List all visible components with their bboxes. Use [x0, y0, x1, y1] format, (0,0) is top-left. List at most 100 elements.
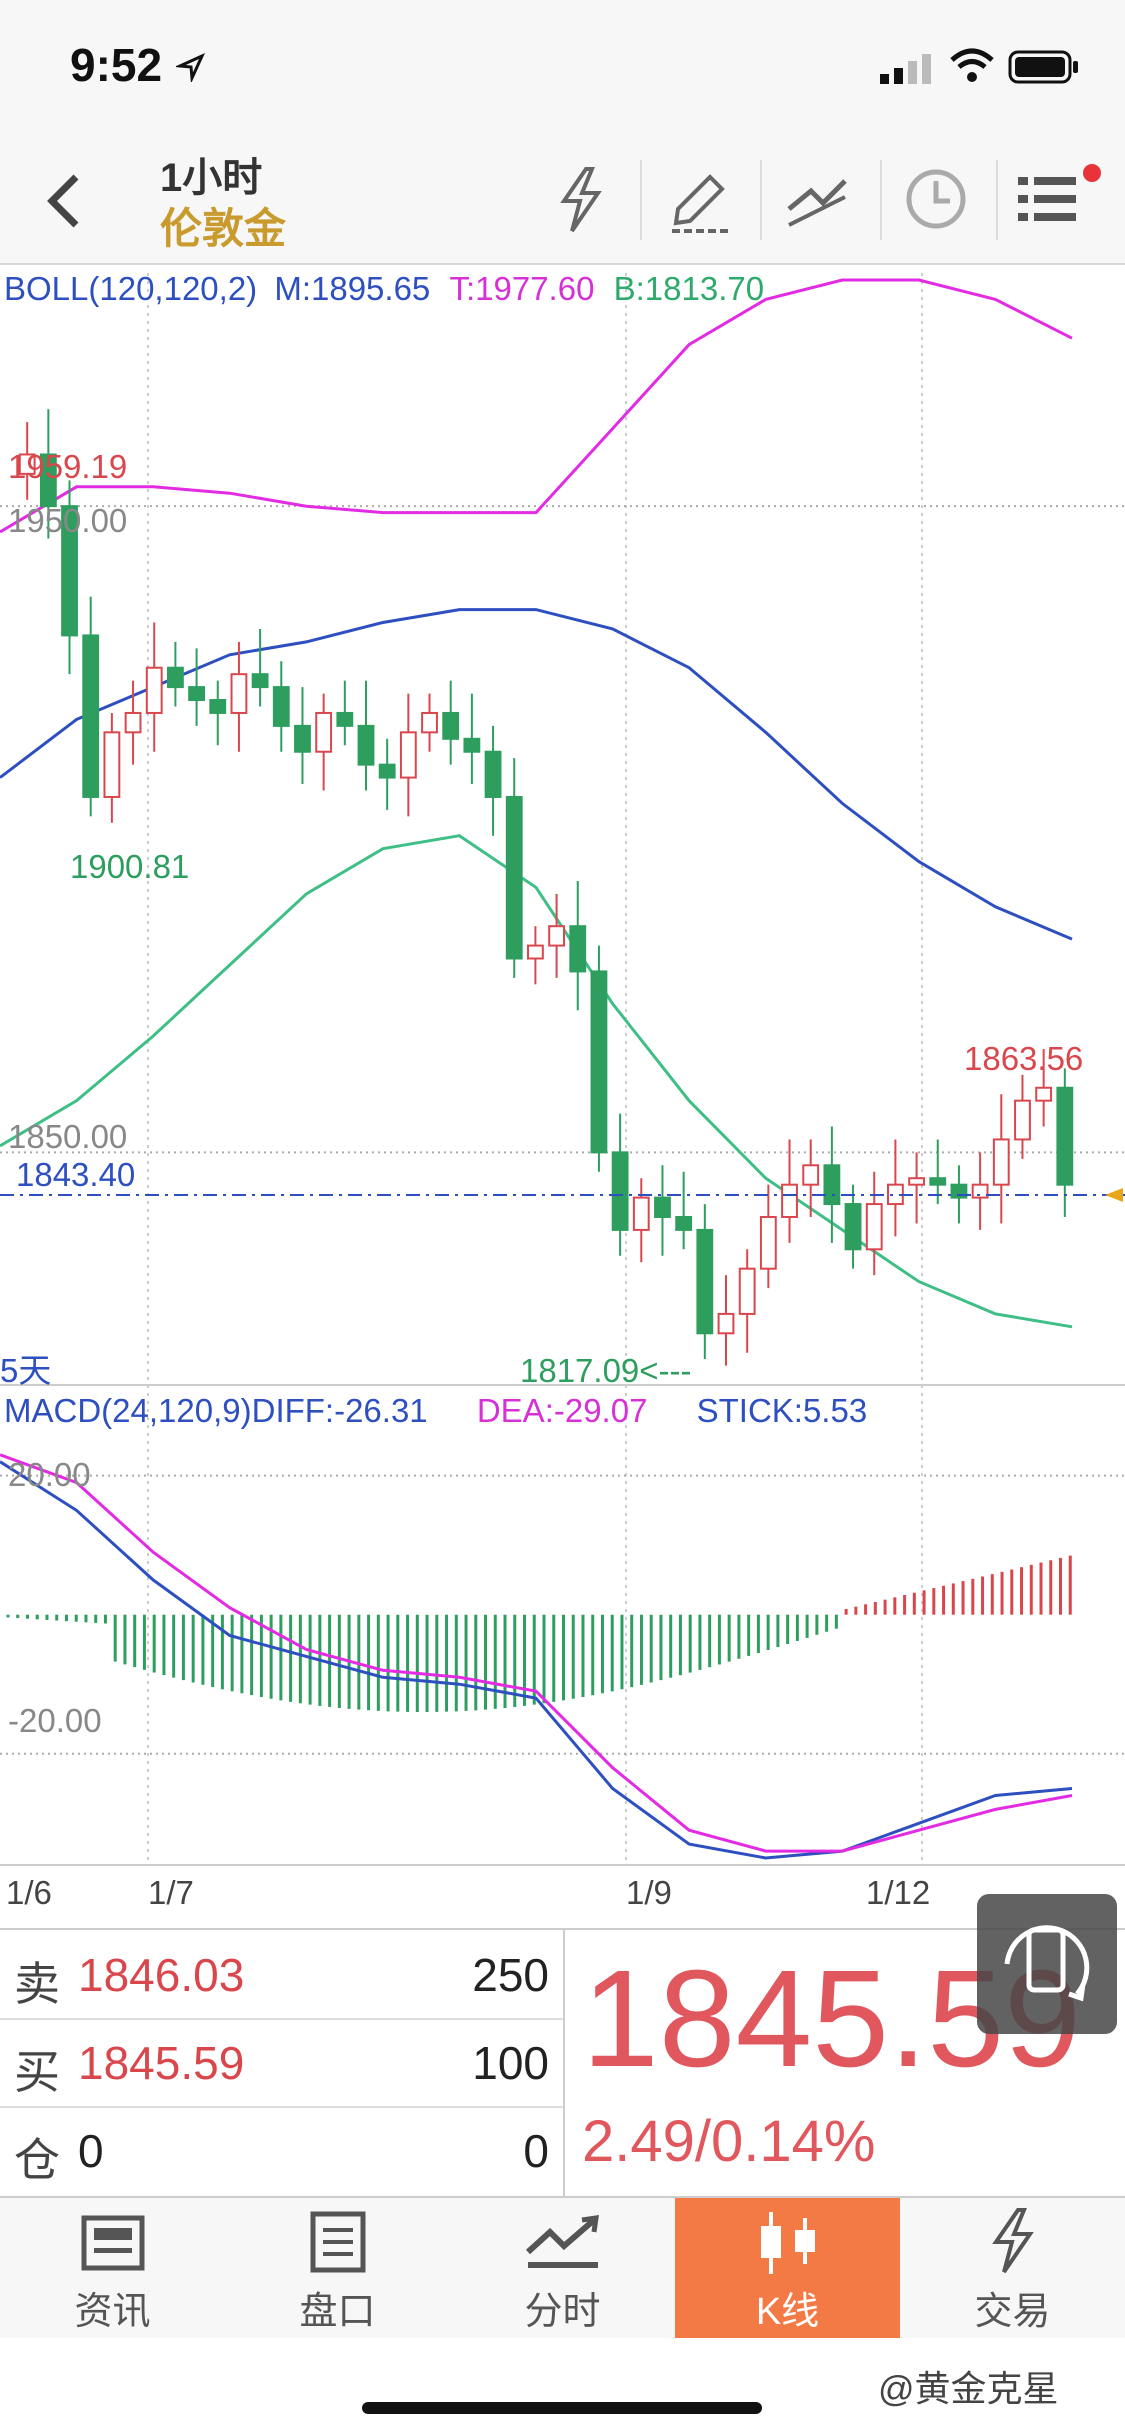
date-label: 1/9: [626, 1874, 672, 1911]
candle-body: [188, 686, 205, 702]
tab-timeshare[interactable]: 分时: [450, 2198, 675, 2338]
candle-body: [590, 970, 608, 1154]
buy-label: 买: [14, 2046, 60, 2098]
macd-diff-line: [0, 1460, 1073, 1860]
tab-orderbook-label: 盘口: [299, 2291, 376, 2333]
candle-body: [1035, 1086, 1053, 1102]
candle-body: [505, 795, 523, 960]
boll-b-value: B:1813.70: [613, 270, 765, 307]
candle-body: [675, 1215, 693, 1231]
candle-body: [971, 1183, 989, 1199]
sell-price: 1846.03: [78, 1949, 245, 2001]
candle-body: [611, 1151, 629, 1231]
boll-m-value: M:1895.65: [274, 270, 431, 307]
candle-body: [421, 711, 438, 734]
signal-icon: [880, 54, 931, 84]
candle-body: [61, 505, 78, 637]
trade-icon: [992, 2208, 1034, 2274]
draw-icon[interactable]: [668, 165, 734, 235]
candlestick-icon: [761, 2212, 815, 2274]
candle-body: [399, 731, 417, 779]
news-icon: [81, 2215, 145, 2271]
instrument-name[interactable]: 伦敦金: [160, 205, 287, 252]
tab-news[interactable]: 资讯: [0, 2198, 225, 2338]
timeshare-icon: [525, 2215, 599, 2268]
price-change: 2.49/0.14%: [582, 2109, 876, 2174]
watermark: @黄金克星: [878, 2368, 1059, 2409]
tab-timeshare-label: 分时: [524, 2291, 601, 2333]
kline-chart[interactable]: [0, 263, 1125, 1928]
lightning-icon[interactable]: [556, 165, 606, 235]
candle-body: [463, 737, 481, 753]
candle-body: [39, 453, 57, 508]
candle-body: [1014, 1099, 1031, 1141]
date-label: 1/12: [866, 1874, 931, 1911]
candle-body: [336, 711, 354, 727]
candle-body: [929, 1177, 947, 1186]
candle-body: [272, 686, 290, 727]
candle-body: [823, 1164, 841, 1206]
position-qty: 0: [523, 2125, 549, 2177]
candle-body: [632, 1196, 650, 1231]
candle-body: [378, 763, 396, 779]
candle-body: [82, 634, 100, 798]
orderbook-icon: [310, 2211, 366, 2273]
sell-row[interactable]: 卖 1846.03 250: [0, 1930, 563, 2020]
candle-body: [124, 711, 142, 734]
candle-body: [908, 1177, 925, 1186]
buy-row[interactable]: 买 1845.59 100: [0, 2018, 563, 2108]
boll-label: BOLL(120,120,2): [4, 270, 258, 307]
boll-t-value: T:1977.60: [449, 270, 595, 307]
candle-body: [251, 673, 269, 689]
macd-level-bottom: -20.00: [8, 1702, 102, 1739]
position-value: 0: [78, 2125, 104, 2177]
macd-dea: DEA:-29.07: [476, 1392, 648, 1429]
candle-body: [992, 1138, 1010, 1186]
candle-body: [844, 1203, 862, 1251]
candle-body: [18, 453, 36, 475]
candle-body: [294, 724, 311, 753]
candle-body: [569, 925, 587, 973]
tab-bar: 资讯 盘口 分时 K线 交易: [0, 2196, 1125, 2338]
low-label-2: 1817.09<---: [520, 1352, 692, 1389]
candle-body: [145, 666, 163, 714]
sell-label: 卖: [14, 1958, 60, 2010]
price-level-bottom: 1850.00: [8, 1118, 128, 1155]
home-indicator[interactable]: [362, 2402, 762, 2414]
buy-qty: 100: [472, 2037, 549, 2089]
buy-price: 1845.59: [78, 2037, 245, 2089]
price-level-top: 1950.00: [8, 502, 128, 539]
location-arrow-icon: [176, 52, 206, 82]
sell-qty: 250: [472, 1949, 549, 2001]
menu-icon[interactable]: [1014, 163, 1104, 233]
candle-body: [865, 1203, 883, 1251]
candle-body: [759, 1215, 777, 1270]
boll-lower-line: [0, 834, 1073, 1329]
candle-body: [548, 925, 565, 947]
candle-body: [103, 731, 121, 798]
period-label[interactable]: 5天: [0, 1352, 52, 1389]
position-row[interactable]: 仓 0 0: [0, 2106, 563, 2194]
candle-body: [802, 1164, 820, 1186]
candle-body: [654, 1196, 671, 1218]
tab-trade-label: 交易: [974, 2291, 1051, 2333]
candle-body: [230, 673, 248, 714]
back-icon[interactable]: [40, 171, 90, 231]
boll-upper-line: [0, 278, 1073, 534]
trendline-icon[interactable]: [785, 169, 849, 229]
tab-trade[interactable]: 交易: [900, 2198, 1125, 2338]
boll-legend: BOLL(120,120,2) M:1895.65 T:1977.60 B:18…: [4, 270, 764, 308]
tab-orderbook[interactable]: 盘口: [225, 2198, 450, 2338]
high-label-1: 1959.19: [8, 448, 128, 485]
timeframe-label[interactable]: 1小时: [160, 156, 263, 200]
candle-body: [717, 1312, 735, 1335]
clock-icon[interactable]: [904, 167, 968, 231]
candle-body: [1056, 1086, 1074, 1186]
status-bar: 9:52: [0, 0, 1125, 135]
wifi-icon: [950, 48, 994, 82]
rotate-screen-button[interactable]: [977, 1894, 1117, 2034]
date-label: 1/6: [6, 1874, 52, 1911]
tab-kline[interactable]: K线: [675, 2198, 900, 2338]
rotate-phone-icon: [1004, 1925, 1090, 2002]
high-label-2: 1863.56: [964, 1040, 1084, 1077]
